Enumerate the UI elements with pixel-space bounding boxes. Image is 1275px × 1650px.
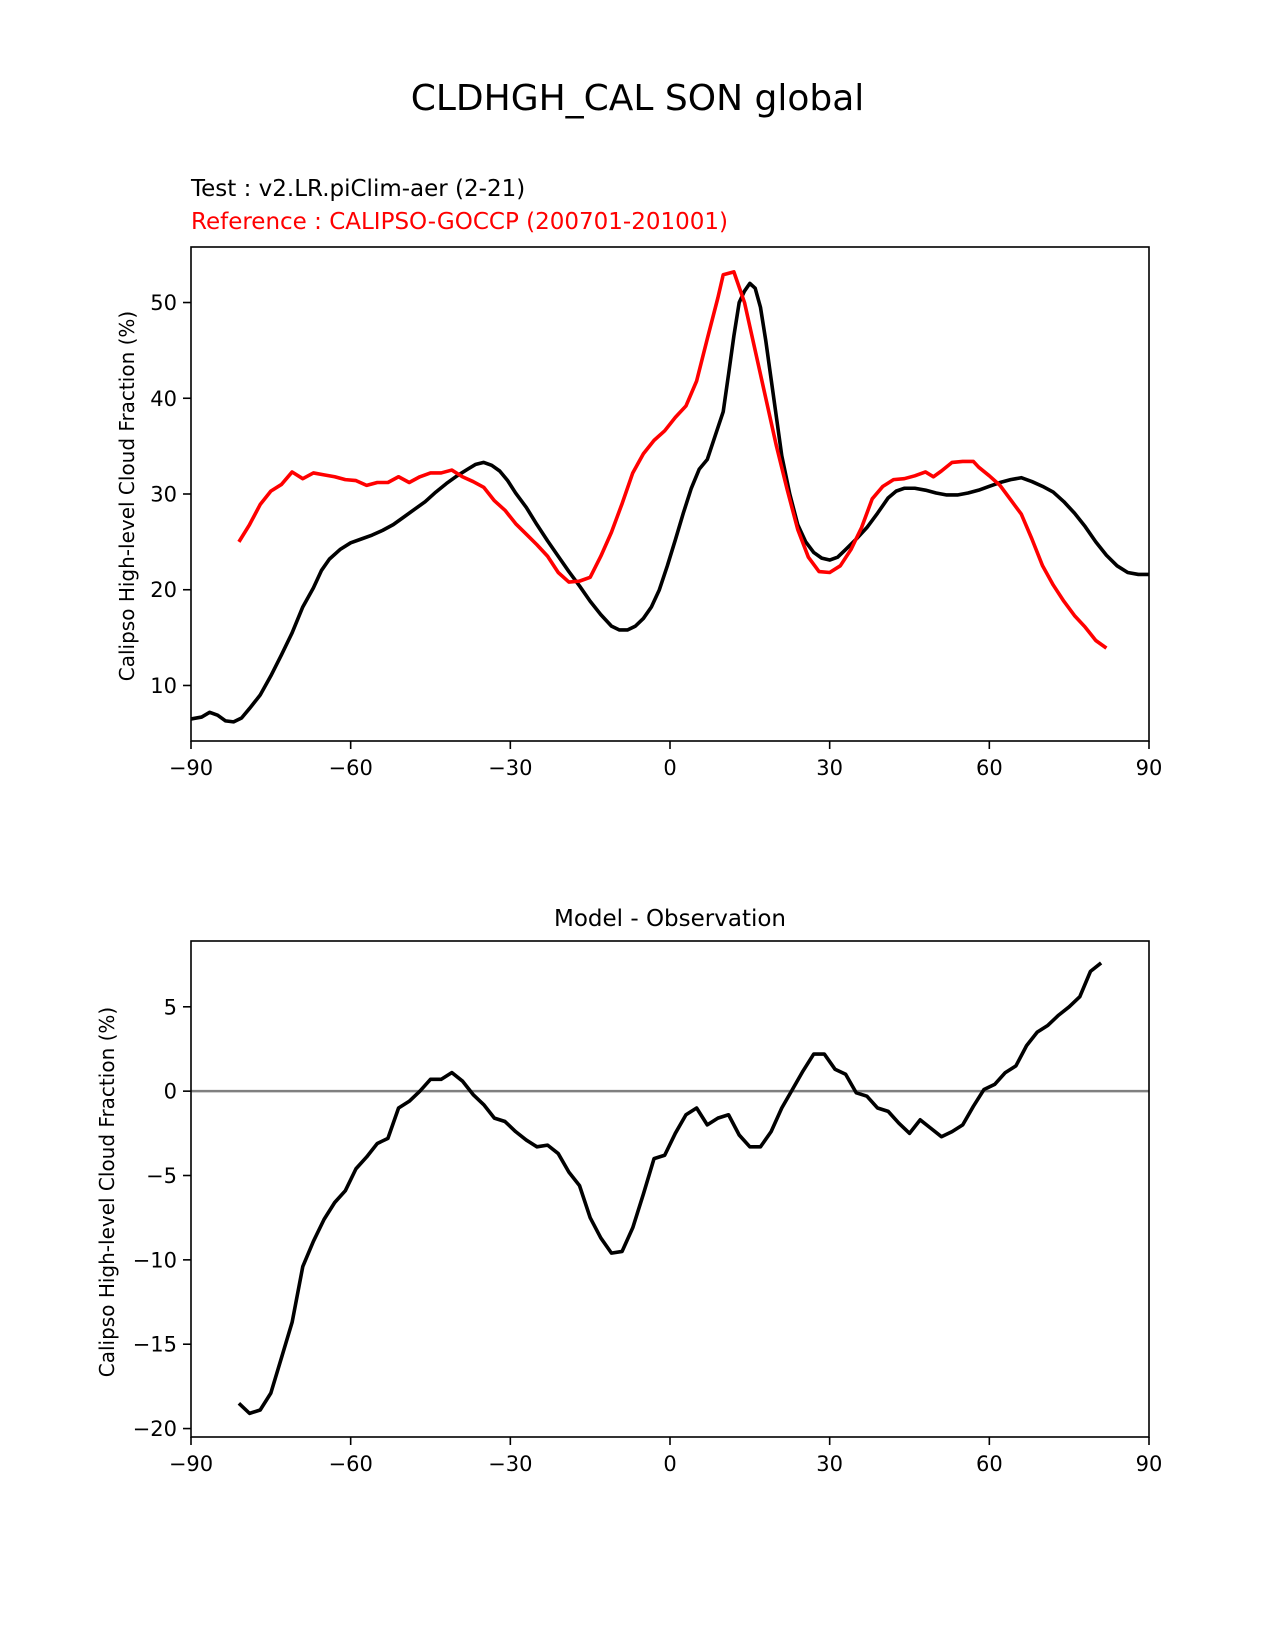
x-tick-label: 60 xyxy=(976,1452,1003,1476)
figure-title: CLDHGH_CAL SON global xyxy=(411,78,865,119)
y-tick-label: 10 xyxy=(150,674,177,698)
y-tick-label: 30 xyxy=(150,483,177,507)
x-tick-label: −90 xyxy=(169,756,213,780)
bottom-panel-title: Model - Observation xyxy=(554,906,786,932)
plot-frame xyxy=(190,940,1150,1438)
y-tick-label: −5 xyxy=(146,1164,177,1188)
x-tick-label: 30 xyxy=(816,1452,843,1476)
y-tick-label: −20 xyxy=(133,1417,177,1441)
test-series-line xyxy=(191,281,1149,724)
reference-label: Reference : CALIPSO-GOCCP (200701-201001… xyxy=(191,209,728,235)
x-tick-label: 0 xyxy=(663,756,676,780)
diff-series-line xyxy=(237,961,1103,1416)
x-tick-label: −30 xyxy=(488,756,532,780)
y-tick-label: −10 xyxy=(133,1248,177,1272)
bottom-y-axis-label: Calipso High-level Cloud Fraction (%) xyxy=(95,1007,119,1377)
x-tick-label: 60 xyxy=(976,756,1003,780)
x-tick-label: 0 xyxy=(663,1452,676,1476)
x-tick-label: −90 xyxy=(169,1452,213,1476)
x-tick-label: 90 xyxy=(1136,1452,1163,1476)
x-tick-label: −60 xyxy=(329,1452,373,1476)
y-tick-label: −15 xyxy=(133,1333,177,1357)
y-tick-label: 20 xyxy=(150,578,177,602)
y-tick-label: 50 xyxy=(150,291,177,315)
test-label: Test : v2.LR.piClim-aer (2-21) xyxy=(190,176,525,202)
x-tick-label: 30 xyxy=(816,756,843,780)
bottom-panel: Model - Observation −90 −60 −30 0 30 60 90−20−… xyxy=(95,906,1162,1476)
y-tick-label: 40 xyxy=(150,387,177,411)
top-panel: Test : v2.LR.piClim-aer (2-21) Reference… xyxy=(115,176,1163,780)
x-tick-label: −60 xyxy=(329,756,373,780)
bottom-plot-area: −90 −60 −30 0 30 60 90 −20 −15 −10 −5 0 5 xyxy=(133,940,1163,1476)
y-tick-label: 5 xyxy=(164,995,177,1019)
x-tick-label: 90 xyxy=(1136,756,1163,780)
y-tick-label: 0 xyxy=(164,1080,177,1104)
top-plot-area: −90 −60 −30 0 30 60 90 10 20 30 40 50 xyxy=(150,246,1163,780)
top-y-axis-label: Calipso High-level Cloud Fraction (%) xyxy=(115,311,139,681)
reference-series-line xyxy=(237,270,1108,650)
x-tick-label: −30 xyxy=(488,1452,532,1476)
